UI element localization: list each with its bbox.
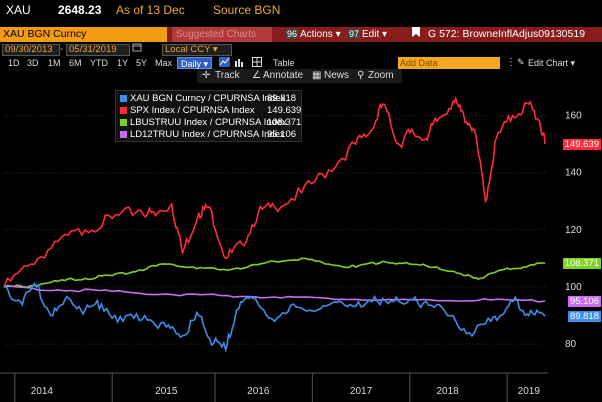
x-tick-label: 2015 [155,386,178,397]
frequency-label: Daily [181,59,202,69]
legend-value: 108.371 [267,117,302,128]
bar-chart-icon[interactable] [234,57,245,69]
calendar-icon[interactable] [132,42,142,52]
y-axis-ticks: 80 100 120 140 160 [565,111,582,351]
chart-tools-bar: ✛ Track ∠ Annotate ▦ News ⚲ Zoom [197,69,402,83]
last-value-tag: 95.106 [567,296,601,307]
chart-series-lines [3,96,546,353]
period-bar: 1D 3D 1M 6M YTD 1Y 5Y Max Daily ▾ Table [0,57,602,69]
frequency-select[interactable]: Daily ▾ [177,57,213,69]
chevron-down-icon: ▾ [201,59,209,69]
actions-label: Actions [300,29,333,40]
news-button[interactable]: News [324,70,350,81]
edit-num: 97 [348,29,361,39]
x-tick-label: 2016 [247,386,270,397]
table-toggle[interactable]: Table [273,58,295,68]
actions-num: 96 [286,29,299,39]
chevron-down-icon: ▾ [210,44,218,55]
chart-title: G 572: BrowneInflAdjus09130519 [428,28,586,40]
last-value-tag: 89.818 [567,311,601,323]
period-1d[interactable]: 1D [8,58,20,68]
legend-name: LD12TRUU Index / CPURNSA Index [130,129,285,140]
annotate-pen-icon[interactable]: ∠ [252,70,261,81]
x-tick-label: 2019 [518,386,541,397]
track-button[interactable]: Track [215,70,240,81]
source-label[interactable]: Source BGN [213,3,281,17]
start-date-field[interactable]: 09/30/2013 [2,44,60,56]
legend-swatch [120,131,127,138]
period-ytd[interactable]: YTD [90,58,108,68]
news-icon[interactable]: ▦ [312,70,322,81]
actions-menu[interactable]: 96 Actions ▾ [286,27,341,42]
x-axis-ticks: 2014 2015 2016 2017 2018 2019 [0,372,548,402]
x-tick-label: 2018 [436,386,459,397]
currency-label: Local CCY [165,44,211,55]
series-line-3[interactable] [3,281,546,353]
legend-value: 149.639 [267,105,302,116]
y-tick-label: 160 [565,111,582,122]
edit-menu[interactable]: 97 Edit ▾ [348,27,387,42]
series-line-0[interactable] [3,96,546,288]
period-5y[interactable]: 5Y [136,58,148,68]
legend-value: 89.818 [267,93,297,104]
edit-label: Edit [362,29,380,40]
security-action-bar: XAU BGN Curncy Suggested Charts 96 Action… [0,27,602,42]
x-tick-label: 2014 [31,386,54,397]
as-of-label: As of 13 Dec [116,3,185,17]
line-chart-icon[interactable] [219,57,230,69]
last-value-tag: 149.639 [562,139,601,151]
ticker-label[interactable]: XAU [6,3,31,17]
period-max[interactable]: Max [155,58,173,68]
legend-name: LBUSTRUU Index / CPURNSA Index [130,117,287,128]
legend-swatch [120,107,127,114]
y-tick-label: 80 [565,339,577,350]
period-1m[interactable]: 1M [48,58,61,68]
security-header: XAU 2648.23 As of 13 Dec Source BGN [0,0,602,22]
edit-chart-label: Edit Chart [528,58,569,68]
last-value-tag: 108.371 [562,258,601,269]
chevron-down-icon: ▾ [568,58,576,68]
bookmark-icon[interactable] [412,27,420,42]
legend-name: SPX Index / CPURNSA Index [130,105,255,116]
legend-swatch [120,119,127,126]
period-1y[interactable]: 1Y [117,58,129,68]
series-line-2[interactable] [3,285,546,303]
annotate-button[interactable]: Annotate [263,70,304,81]
chart-gridlines [4,115,545,345]
chart-canvas[interactable]: 80 100 120 140 160 2014 2015 2016 2017 2018 2019 [0,83,602,402]
chevron-down-icon: ▾ [332,29,341,40]
add-data-input[interactable]: Add Data [398,57,500,69]
pencil-icon[interactable]: ✎ [517,57,525,67]
line-chart[interactable]: 80 100 120 140 160 2014 2015 2016 2017 2018 2019 [0,83,602,402]
chart-legend[interactable]: XAU BGN Curncy / CPURNSA Index 89.818 SP… [115,90,302,142]
table-grid-icon[interactable] [252,57,262,69]
suggested-charts-button[interactable]: Suggested Charts [172,27,272,42]
y-tick-label: 120 [565,225,582,236]
y-tick-label: 140 [565,168,582,179]
zoom-magnifier-icon[interactable]: ⚲ [357,70,365,81]
y-tick-label: 100 [565,282,582,293]
track-crosshair-icon[interactable]: ✛ [202,70,211,81]
x-tick-label: 2017 [350,386,373,397]
legend-name: XAU BGN Curncy / CPURNSA Index [130,93,286,104]
period-3d[interactable]: 3D [27,58,39,68]
more-options-icon[interactable]: ⋮ [506,57,516,68]
legend-value: 95.106 [267,129,297,140]
chevron-down-icon: ▾ [379,29,388,40]
legend-swatch [120,95,127,102]
date-range-bar: 09/30/2013 - 05/31/2019 Local CCY ▾ [0,42,602,56]
edit-chart-button[interactable]: Edit Chart ▾ [528,57,575,69]
period-6m[interactable]: 6M [69,58,82,68]
zoom-button[interactable]: Zoom [368,70,394,81]
security-input[interactable]: XAU BGN Curncy [0,27,167,42]
price-label: 2648.23 [58,3,102,17]
date-separator: - [60,44,64,55]
end-date-field[interactable]: 05/31/2019 [66,44,130,56]
series-line-1[interactable] [3,257,546,288]
currency-select[interactable]: Local CCY ▾ [162,44,232,56]
